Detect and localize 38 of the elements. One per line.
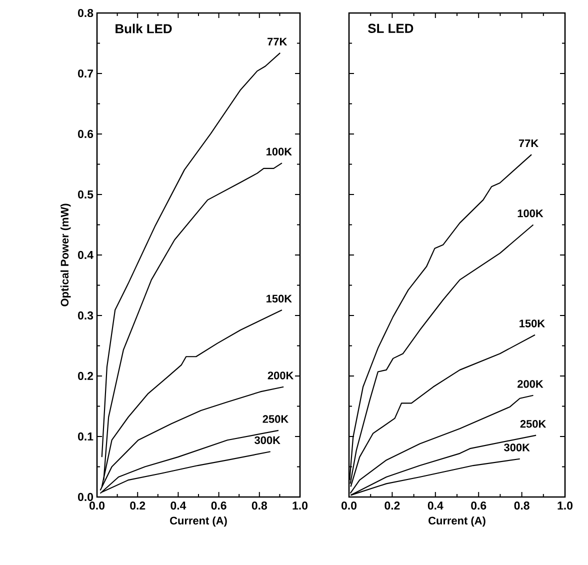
series-label: 250K xyxy=(262,415,288,423)
x-tick-label: 0.6 xyxy=(471,502,486,510)
y-tick-label: 0.8 xyxy=(78,8,94,18)
x-tick-label: 0.6 xyxy=(211,502,226,510)
y-tick-label: 0.6 xyxy=(78,130,94,138)
series-label: 300K xyxy=(504,444,530,452)
series-label: 77K xyxy=(518,140,538,148)
text: SL LED xyxy=(368,24,414,33)
y-tick-label: 0.2 xyxy=(78,372,94,380)
series-label: 250K xyxy=(520,420,546,428)
x-tick-label: 0.8 xyxy=(252,502,268,510)
y-tick-label: 0.7 xyxy=(78,69,93,78)
x-tick-label: 0.8 xyxy=(514,502,530,510)
x-axis-title: Current (A) xyxy=(170,516,227,527)
x-tick-label: 0.4 xyxy=(428,502,444,510)
text: Bulk LED xyxy=(116,24,172,34)
series-label: 150K xyxy=(520,320,545,328)
y-axis-title: Optical Power (mW) xyxy=(60,204,71,306)
legend-label: 200K xyxy=(268,372,294,380)
y-tick-label: 0.0 xyxy=(78,492,94,502)
series-label: 100K xyxy=(266,148,292,156)
series-label: 150K xyxy=(266,294,292,303)
y-tick-label: 0.4 xyxy=(78,250,94,260)
x-tick-label: 0.2 xyxy=(384,502,400,510)
x-tick-label: 1.0 xyxy=(292,502,308,510)
series-label: 200K xyxy=(518,380,544,388)
x-tick-label: 0.0 xyxy=(342,502,357,510)
legend-label: 300K xyxy=(254,436,280,444)
y-tick-label: 0.1 xyxy=(78,432,94,441)
x-tick-label: 0.4 xyxy=(170,502,186,510)
x-axis-title: Current (A) xyxy=(428,516,486,527)
y-tick-label: 0.5 xyxy=(78,190,94,199)
x-tick-label: 0.2 xyxy=(130,502,146,510)
series-label: 100K xyxy=(518,209,544,218)
legend-label: 77K xyxy=(268,38,288,46)
y-tick-label: 0.3 xyxy=(78,311,94,320)
x-tick-label: 0.0 xyxy=(89,502,105,510)
x-tick-label: 1.0 xyxy=(558,502,573,510)
